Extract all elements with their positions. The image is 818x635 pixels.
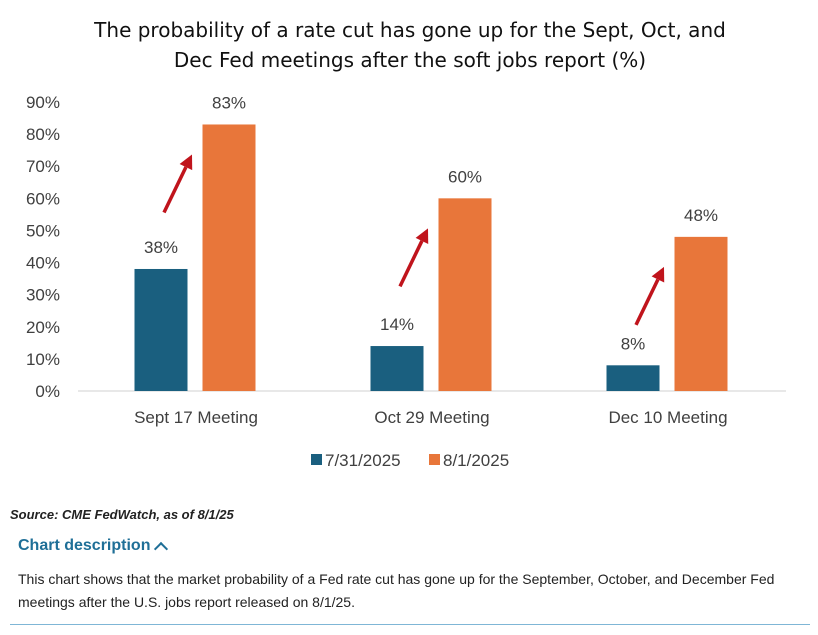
data-label: 48% bbox=[684, 206, 718, 225]
data-label: 38% bbox=[144, 238, 178, 257]
y-tick-label: 40% bbox=[26, 254, 60, 273]
data-label: 14% bbox=[380, 315, 414, 334]
bar-7-31-2025-0 bbox=[134, 268, 188, 391]
increase-arrow-shaft bbox=[398, 240, 424, 288]
bar-7-31-2025-2 bbox=[606, 365, 660, 391]
bar-8-1-2025-0 bbox=[202, 124, 256, 391]
y-tick-label: 90% bbox=[26, 93, 60, 112]
x-tick-label: Dec 10 Meeting bbox=[608, 408, 727, 427]
y-tick-label: 80% bbox=[26, 125, 60, 144]
chart-description-text: This chart shows that the market probabi… bbox=[18, 571, 775, 610]
bar-chart: The probability of a rate cut has gone u… bbox=[26, 18, 786, 470]
bar-8-1-2025-2 bbox=[674, 236, 728, 391]
increase-arrows bbox=[162, 154, 665, 326]
chart-description-toggle[interactable]: Chart description bbox=[18, 537, 169, 556]
increase-arrow-shaft bbox=[634, 278, 660, 326]
legend-label: 8/1/2025 bbox=[443, 451, 509, 470]
y-tick-label: 0% bbox=[35, 382, 60, 401]
x-axis: Sept 17 Meeting Oct 29 Meeting Dec 10 Meet… bbox=[134, 408, 727, 427]
data-label: 83% bbox=[212, 93, 246, 112]
y-tick-label: 20% bbox=[26, 318, 60, 337]
increase-arrow-shaft bbox=[162, 166, 188, 214]
increase-arrow-head bbox=[415, 228, 429, 244]
y-tick-label: 30% bbox=[26, 286, 60, 305]
chart-title-line-1: The probability of a rate cut has gone u… bbox=[93, 18, 726, 42]
chart-title-line-2: Dec Fed meetings after the soft jobs rep… bbox=[174, 48, 646, 72]
legend: 7/31/2025 8/1/2025 bbox=[311, 451, 509, 470]
divider bbox=[10, 624, 810, 625]
data-label: 60% bbox=[448, 167, 482, 186]
legend-label: 7/31/2025 bbox=[325, 451, 401, 470]
chart-description-label: Chart description bbox=[18, 537, 151, 554]
increase-arrow-head bbox=[179, 154, 193, 171]
y-tick-label: 60% bbox=[26, 189, 60, 208]
bar-7-31-2025-1 bbox=[370, 346, 424, 391]
x-tick-label: Oct 29 Meeting bbox=[374, 408, 489, 427]
bars: 38% 83% 14% 60% 8% 48% bbox=[134, 93, 728, 391]
legend-swatch bbox=[311, 454, 322, 465]
bar-8-1-2025-1 bbox=[438, 198, 492, 391]
y-axis: 90% 80% 70% 60% 50% 40% 30% 20% 10% 0% bbox=[26, 93, 60, 401]
x-tick-label: Sept 17 Meeting bbox=[134, 408, 258, 427]
chevron-up-icon bbox=[154, 541, 169, 556]
y-tick-label: 70% bbox=[26, 157, 60, 176]
legend-swatch bbox=[429, 454, 440, 465]
y-tick-label: 10% bbox=[26, 350, 60, 369]
increase-arrow-head bbox=[651, 266, 665, 283]
data-label: 8% bbox=[621, 334, 646, 353]
source-note: Source: CME FedWatch, as of 8/1/25 bbox=[10, 507, 234, 522]
y-tick-label: 50% bbox=[26, 221, 60, 240]
